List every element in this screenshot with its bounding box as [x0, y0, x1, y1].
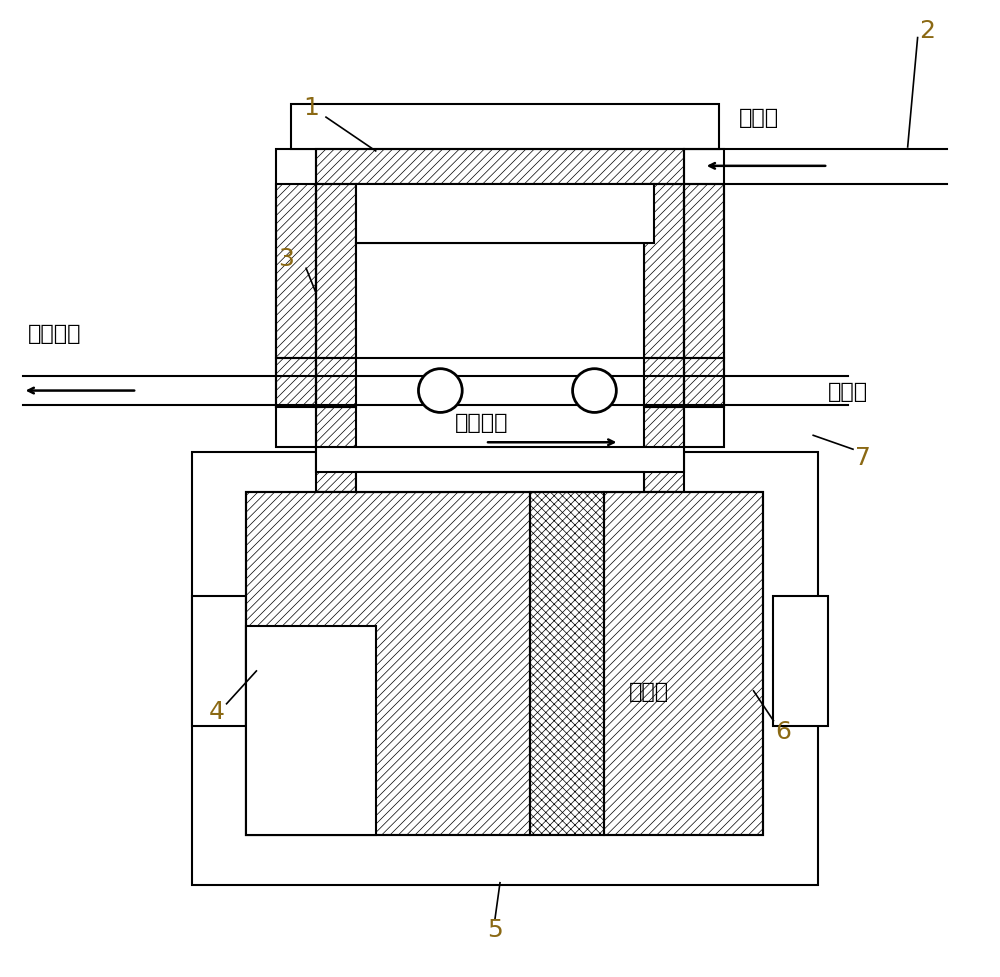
Text: 7: 7	[855, 446, 871, 470]
Bar	[773, 597, 828, 726]
Circle shape	[573, 369, 616, 413]
Bar	[316, 447, 684, 473]
Text: 4: 4	[209, 699, 225, 723]
Text: 活塞移動: 活塞移動	[455, 413, 509, 433]
Bar	[644, 185, 684, 359]
Text: 1: 1	[303, 96, 319, 120]
Bar	[356, 185, 654, 244]
Bar	[684, 185, 724, 359]
Bar	[644, 359, 684, 408]
Bar	[684, 408, 724, 447]
Circle shape	[418, 369, 462, 413]
Bar	[246, 626, 376, 835]
Bar	[192, 597, 246, 726]
Bar	[316, 359, 356, 408]
Bar	[604, 492, 763, 835]
Text: 高壓油: 高壓油	[739, 108, 779, 128]
Bar	[276, 359, 316, 408]
Text: 2: 2	[920, 19, 936, 43]
Bar	[192, 452, 818, 885]
Bar	[246, 492, 763, 835]
Text: 通往油槽: 通往油槽	[28, 323, 81, 344]
Bar	[530, 492, 604, 835]
Bar	[276, 149, 316, 408]
Bar	[276, 408, 316, 447]
Text: 3: 3	[278, 247, 294, 271]
Bar	[316, 185, 356, 359]
Text: 5: 5	[487, 917, 503, 942]
Bar	[644, 408, 684, 492]
Bar	[356, 244, 644, 359]
Bar	[684, 359, 724, 408]
Text: 四通閥: 四通閥	[828, 381, 868, 402]
Bar	[246, 492, 530, 835]
Bar	[684, 149, 724, 408]
Bar	[316, 149, 684, 185]
Bar	[356, 473, 644, 492]
Bar	[276, 185, 316, 359]
Text: 活塞閥: 活塞閥	[629, 681, 669, 701]
Bar	[316, 408, 356, 492]
Text: 6: 6	[775, 719, 791, 743]
Bar	[291, 106, 719, 149]
